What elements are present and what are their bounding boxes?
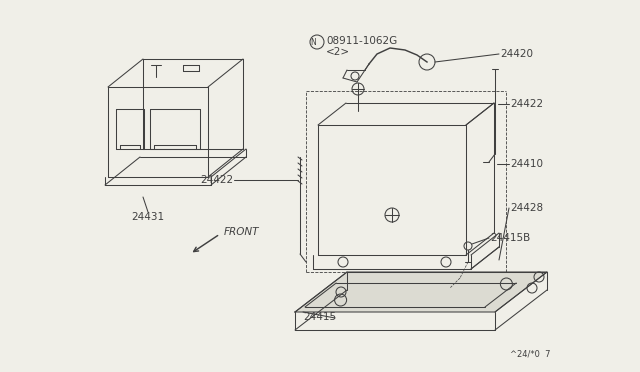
Text: <2>: <2> — [326, 47, 350, 57]
Text: 24431: 24431 — [131, 212, 164, 222]
Text: FRONT: FRONT — [224, 227, 259, 237]
Text: 08911-1062G: 08911-1062G — [326, 36, 397, 46]
Text: ^24/*0  7: ^24/*0 7 — [510, 350, 550, 359]
Text: 24422: 24422 — [510, 99, 543, 109]
Text: 24420: 24420 — [500, 49, 533, 59]
Text: N: N — [310, 38, 316, 46]
Text: 24415: 24415 — [303, 312, 336, 322]
Text: 24410: 24410 — [510, 159, 543, 169]
Text: 24415B: 24415B — [490, 233, 531, 243]
Text: 24422: 24422 — [200, 175, 233, 185]
Text: 24428: 24428 — [510, 203, 543, 213]
Polygon shape — [295, 272, 547, 312]
